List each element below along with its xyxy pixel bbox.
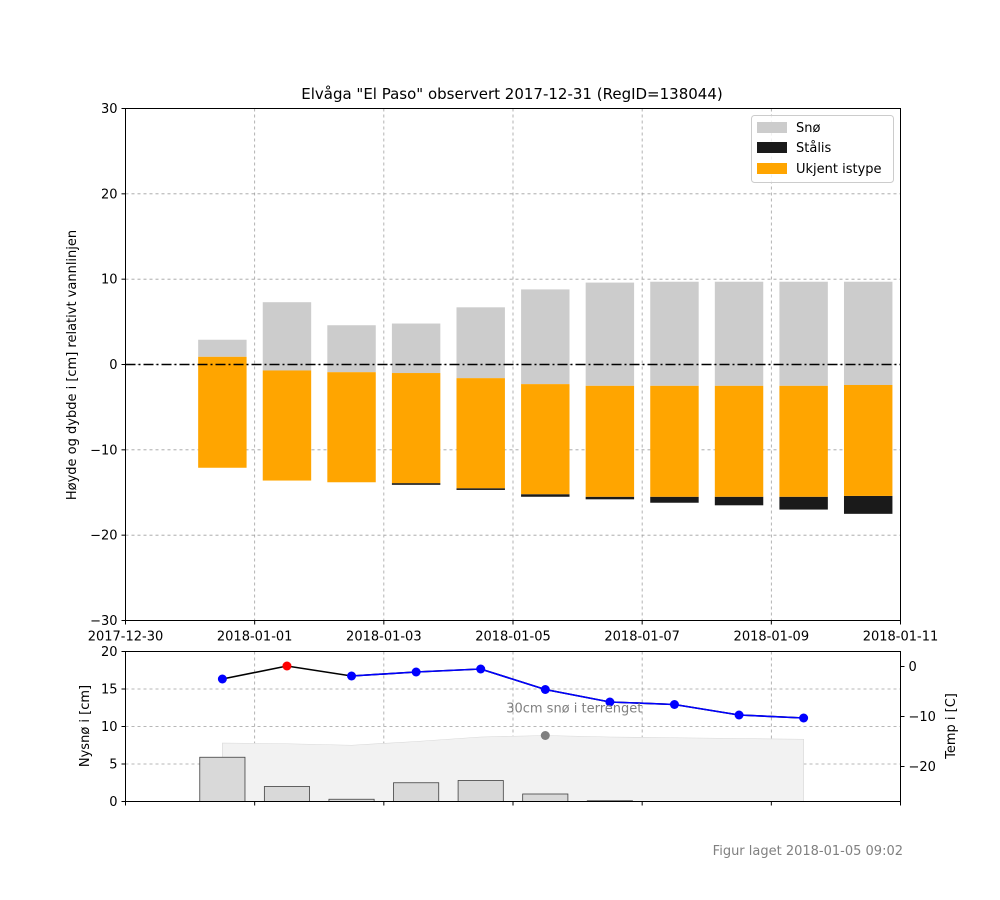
lower-plot: 0 5 10 15 20 0 −10 −20 Nysnø i [cm] Temp i [C]…: [78, 645, 959, 810]
temp-y-ticks: 0 −10 −20: [900, 660, 936, 775]
main-y-axis-label: Høyde og dybde i [cm] relativt vannlinje…: [65, 230, 80, 500]
bar-Snø: [714, 281, 764, 386]
bar-Snø: [456, 307, 505, 379]
main-x-tick-label: 2018-01-03: [346, 630, 422, 645]
temp-point: [476, 664, 486, 674]
main-y-tick-label: 20: [101, 187, 118, 202]
temp-point: [411, 667, 421, 677]
temp-point: [605, 697, 615, 707]
main-y-tick-label: 30: [101, 102, 118, 117]
bar-Snø: [779, 281, 828, 386]
bar-Stålis: [779, 496, 828, 510]
new-snow-bar: [393, 782, 440, 802]
bar-Snø: [843, 281, 893, 385]
temp-point: [669, 700, 679, 709]
main-x-tick-label: 2018-01-07: [604, 630, 680, 645]
chart-title: Elvåga "El Paso" observert 2017-12-31 (R…: [301, 85, 723, 103]
bar-Ukjent istype: [198, 356, 247, 468]
lower-y-ticks: 0 5 10 15 20: [101, 645, 126, 810]
bar-Snø: [585, 282, 635, 386]
figure-footer: Figur laget 2018-01-05 09:02: [713, 844, 903, 859]
legend: Snø Stålis Ukjent istype: [751, 115, 894, 183]
snow-y-tick-label: 10: [101, 720, 118, 735]
legend-label-stalis: Stålis: [796, 141, 832, 156]
temp-point: [540, 685, 550, 694]
temp-point: [217, 674, 227, 684]
bar-Stålis: [843, 495, 893, 514]
new-snow-bar: [457, 780, 504, 802]
main-bars: [198, 281, 893, 514]
new-snow-axis-label: Nysnø i [cm]: [78, 685, 93, 767]
bar-Snø: [198, 339, 247, 357]
main-x-ticks: 2017-12-30 2018-01-01 2018-01-03 2018-01-05…: [88, 620, 939, 645]
new-snow-bar: [522, 793, 569, 802]
temperature-line: [217, 661, 809, 723]
main-x-tick-label: 2017-12-30: [88, 630, 164, 645]
temp-line-blue: [351, 668, 804, 719]
temp-axis-label: Temp i [C]: [944, 693, 959, 760]
bar-Snø: [650, 281, 699, 386]
snow-y-tick-label: 15: [101, 683, 118, 698]
temp-point: [734, 710, 744, 720]
legend-swatch-ukjent: [757, 163, 787, 174]
bar-Stålis: [585, 496, 635, 500]
bar-Ukjent istype: [391, 373, 441, 484]
bar-Ukjent istype: [456, 378, 505, 489]
main-x-tick-label: 2018-01-01: [217, 630, 293, 645]
temp-point: [347, 671, 357, 681]
snow-y-tick-label: 0: [109, 795, 117, 810]
bar-Ukjent istype: [262, 370, 312, 481]
main-y-ticks: −30 −20 −10 0 10 20 30: [90, 102, 126, 629]
bar-Snø: [521, 289, 570, 385]
bar-Stålis: [714, 496, 764, 506]
bar-Stålis: [650, 496, 699, 503]
bar-Stålis: [456, 488, 505, 490]
bar-Snø: [391, 323, 441, 374]
main-y-tick-label: −10: [90, 443, 117, 458]
bar-Stålis: [521, 494, 570, 497]
main-x-tick-label: 2018-01-09: [734, 630, 810, 645]
new-snow-bar: [199, 756, 246, 802]
temp-point: [282, 661, 292, 671]
bar-Stålis: [391, 483, 441, 485]
bar-Ukjent istype: [714, 385, 764, 497]
legend-label-ukjent: Ukjent istype: [796, 162, 882, 177]
bar-Snø: [262, 302, 312, 371]
temp-point: [799, 713, 809, 723]
lower-grid: [125, 651, 901, 802]
snow-y-tick-label: 20: [101, 645, 118, 660]
bar-Ukjent istype: [327, 372, 376, 483]
bar-Ukjent istype: [843, 384, 893, 496]
temp-y-tick-label: −20: [909, 760, 936, 775]
main-grid: [125, 108, 901, 621]
lower-x-ticks: [125, 801, 901, 806]
temp-y-tick-label: −10: [909, 710, 936, 725]
bar-Ukjent istype: [650, 385, 699, 497]
main-x-tick-label: 2018-01-11: [863, 630, 939, 645]
snow-y-tick-label: 5: [109, 758, 117, 773]
new-snow-bar: [263, 786, 310, 802]
bar-Ukjent istype: [585, 385, 635, 497]
temp-y-tick-label: 0: [909, 660, 917, 675]
legend-label-sno: Snø: [796, 121, 820, 136]
legend-swatch-sno: [757, 122, 787, 133]
legend-swatch-stalis: [757, 142, 787, 153]
main-x-tick-label: 2018-01-05: [475, 630, 551, 645]
main-y-tick-label: 10: [101, 273, 118, 288]
main-y-tick-label: −20: [90, 529, 117, 544]
bar-Ukjent istype: [779, 385, 828, 497]
new-snow-bars: [199, 756, 633, 802]
bar-Ukjent istype: [521, 384, 570, 495]
terrain-snow-annotation: 30cm snø i terrenget: [506, 702, 642, 717]
main-y-tick-label: −30: [90, 614, 117, 629]
terrain-snow-marker: [540, 731, 550, 740]
main-y-tick-label: 0: [109, 358, 117, 373]
